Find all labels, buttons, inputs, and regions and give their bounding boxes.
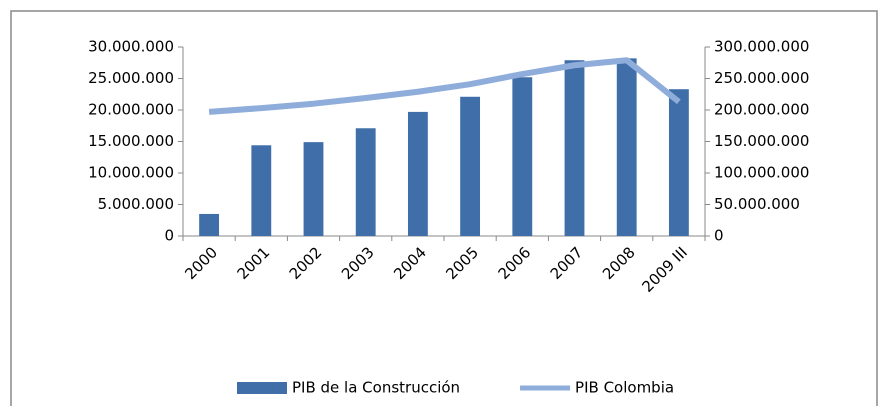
x-tick-label: 2009 III xyxy=(638,243,690,295)
x-tick-label: 2008 xyxy=(599,243,639,283)
line-series xyxy=(208,57,681,115)
bar xyxy=(616,58,637,237)
y2-tick-label: 250.000.000 xyxy=(714,69,809,87)
bar xyxy=(199,213,220,236)
chart-border xyxy=(10,10,878,406)
y2-tick-label: 0 xyxy=(714,227,724,245)
x-tick-label: 2003 xyxy=(338,243,378,283)
y2-tick-label: 50.000.000 xyxy=(714,195,800,213)
bar xyxy=(251,145,272,236)
bar xyxy=(303,142,324,236)
bar xyxy=(407,111,428,236)
legend-label: PIB Colombia xyxy=(575,379,674,397)
y-tick-label: 0 xyxy=(164,227,174,245)
x-tick-label: 2000 xyxy=(181,243,221,283)
legend-label: PIB de la Construcción xyxy=(292,379,460,397)
x-tick-label: 2006 xyxy=(495,243,535,283)
x-tick-label: 2005 xyxy=(442,243,482,283)
bar xyxy=(355,128,376,236)
y-tick-label: 5.000.000 xyxy=(98,195,174,213)
y2-tick-label: 100.000.000 xyxy=(714,164,809,182)
y2-tick-label: 200.000.000 xyxy=(714,101,809,119)
x-tick-label: 2002 xyxy=(286,243,326,283)
y2-tick-label: 300.000.000 xyxy=(714,38,809,56)
y-tick-label: 10.000.000 xyxy=(88,164,174,182)
legend-swatch xyxy=(237,382,287,394)
x-tick-label: 2004 xyxy=(390,243,430,283)
x-tick-label: 2007 xyxy=(547,243,587,283)
y2-tick-label: 150.000.000 xyxy=(714,132,809,150)
bar xyxy=(668,89,689,237)
y-tick-label: 20.000.000 xyxy=(88,101,174,119)
y-tick-label: 25.000.000 xyxy=(88,69,174,87)
bar xyxy=(564,60,585,237)
y-tick-label: 30.000.000 xyxy=(88,38,174,56)
bar xyxy=(512,77,533,237)
bar xyxy=(460,96,481,237)
y-tick-label: 15.000.000 xyxy=(88,132,174,150)
x-tick-label: 2001 xyxy=(234,243,274,283)
